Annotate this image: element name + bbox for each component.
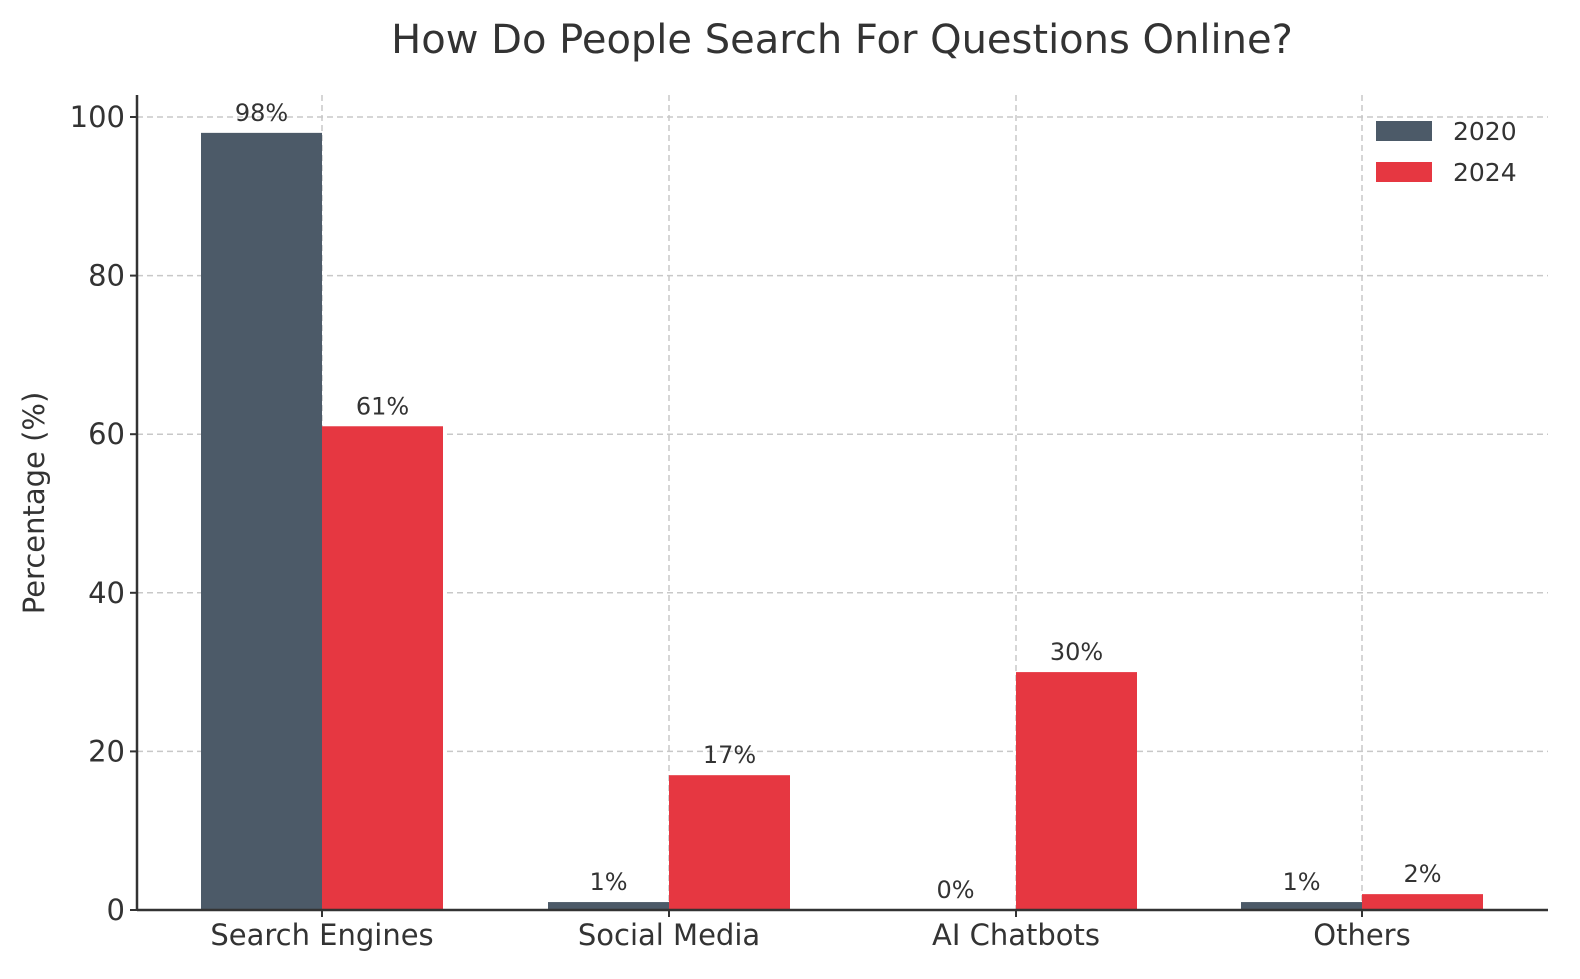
y-tick-label: 80 — [88, 259, 125, 293]
x-tick-label: Search Engines — [210, 918, 433, 952]
value-label: 98% — [235, 99, 288, 127]
y-tick-label: 100 — [70, 100, 125, 134]
bar-2024 — [1016, 672, 1137, 910]
x-axis-ticks: Search Engines Social Media AI Chatbots Oth… — [210, 910, 1411, 952]
value-label: 2% — [1403, 860, 1441, 888]
y-tick-label: 60 — [88, 417, 125, 451]
legend-swatch-2024 — [1376, 162, 1432, 182]
bar-2024 — [1362, 894, 1483, 910]
value-label: 30% — [1050, 638, 1103, 666]
value-label: 61% — [356, 392, 409, 420]
y-tick-label: 0 — [107, 893, 125, 927]
value-labels: 98% 61% 1% 17% 0% 30% 1% 2% — [235, 99, 1442, 904]
y-axis-ticks: 0 20 40 60 80 100 — [70, 100, 137, 927]
value-label: 17% — [703, 741, 756, 769]
y-axis-label: Percentage (%) — [17, 392, 51, 615]
legend-label: 2020 — [1453, 117, 1517, 146]
x-tick-label: Social Media — [578, 918, 760, 952]
legend-swatch-2020 — [1376, 121, 1432, 141]
bar-2020 — [1241, 902, 1362, 910]
bar-2020 — [201, 132, 322, 911]
x-tick-label: AI Chatbots — [932, 918, 1100, 952]
legend: 2020 2024 — [1376, 117, 1517, 187]
bars — [201, 132, 1483, 911]
y-tick-label: 40 — [88, 576, 125, 610]
value-label: 1% — [1282, 868, 1320, 896]
value-label: 0% — [936, 876, 974, 904]
legend-label: 2024 — [1453, 158, 1517, 187]
value-label: 1% — [589, 868, 627, 896]
bar-2020 — [548, 902, 669, 910]
x-tick-label: Others — [1313, 918, 1410, 952]
y-tick-label: 20 — [88, 734, 125, 768]
bar-2024 — [669, 775, 790, 910]
chart-title: How Do People Search For Questions Onlin… — [391, 17, 1293, 63]
axes — [135, 95, 1548, 912]
bar-2024 — [322, 426, 443, 910]
